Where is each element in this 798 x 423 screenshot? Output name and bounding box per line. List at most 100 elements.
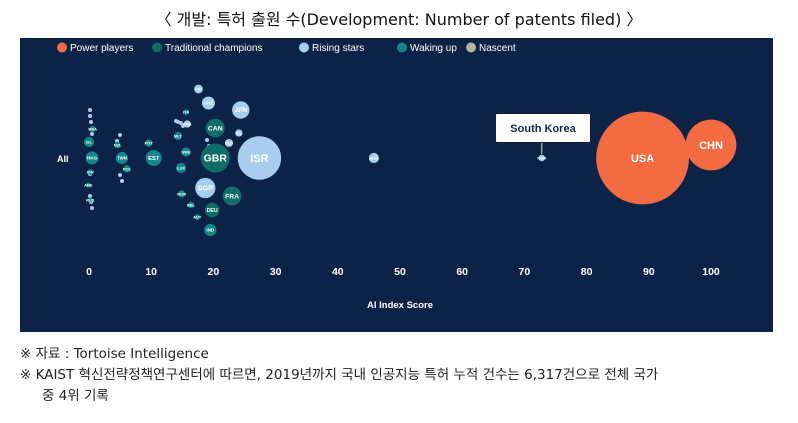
minor-country-dot <box>88 108 92 112</box>
bubble-pol[interactable] <box>123 165 131 173</box>
bubble-can[interactable] <box>205 118 225 138</box>
bubble-ind[interactable] <box>204 223 217 237</box>
bubble-usa[interactable] <box>596 111 689 205</box>
bubble-dnk[interactable] <box>183 120 191 128</box>
bubble-nld[interactable] <box>224 138 234 148</box>
bubble-label: NZL <box>114 142 122 147</box>
minor-country-dot <box>118 133 122 137</box>
bubble-label: NLD <box>225 140 233 145</box>
minor-country-dot <box>89 120 93 124</box>
bubble-nzl[interactable] <box>114 141 121 149</box>
legend-label: Traditional champions <box>165 43 262 54</box>
bubble-bra[interactable] <box>89 125 96 133</box>
bubble-gbr[interactable] <box>200 143 230 173</box>
bubble-che[interactable] <box>201 96 215 110</box>
bubble-swe[interactable] <box>181 147 191 157</box>
bubble-label: ISR <box>250 153 268 165</box>
bubble-bel[interactable] <box>187 201 195 209</box>
x-tick-label: 40 <box>332 266 344 278</box>
callout-south-korea: South Korea <box>496 114 590 154</box>
bubble-ita[interactable] <box>183 109 189 115</box>
minor-country-dot <box>205 138 209 142</box>
x-tick-label: 100 <box>702 266 720 278</box>
bubble-mlt[interactable] <box>173 131 183 141</box>
minor-country-dot <box>90 132 94 136</box>
chart-legend: Power players Traditional champions Rising… <box>57 42 516 54</box>
bubble-pot[interactable] <box>145 139 153 147</box>
x-axis-ticks: 0 10 20 30 40 50 60 70 80 90 100 <box>86 266 720 278</box>
bubble-fin[interactable] <box>194 84 203 94</box>
callout-text: South Korea <box>510 123 576 135</box>
minor-country-dot <box>179 121 183 125</box>
legend-marker-traditional-champions <box>152 42 162 53</box>
decorative-dots <box>88 108 211 210</box>
bubble-label: KOR <box>537 155 546 160</box>
bubble-deu[interactable] <box>204 202 220 218</box>
bubble-label: RUS <box>86 197 95 202</box>
bubble-label: IDN <box>87 169 94 174</box>
bubble-label: TWN <box>117 156 127 161</box>
bubble-label: GBR <box>204 154 228 165</box>
bubble-sgp[interactable] <box>195 177 216 199</box>
x-tick-label: 60 <box>456 266 468 278</box>
x-tick-label: 80 <box>581 266 593 278</box>
bubble-isr[interactable] <box>237 136 282 180</box>
kaist-note-continued: 중 4위 기록 <box>42 388 109 404</box>
bubble-jpn[interactable] <box>232 101 250 119</box>
page-title: 〈 개발: 특허 출원 수(Development: Number of pat… <box>155 10 643 29</box>
bubble-fra[interactable] <box>222 186 242 206</box>
bubble-label: USA <box>631 153 654 165</box>
bubble-idn[interactable] <box>87 169 94 175</box>
bubble-rus[interactable] <box>87 197 93 203</box>
bubble-label: AUT <box>193 214 202 219</box>
bubble-label: LUX <box>177 165 185 170</box>
bubble-label: NOR <box>177 191 186 196</box>
bubble-lux[interactable] <box>175 162 187 174</box>
bubble-label: FIN <box>195 86 202 91</box>
bubble-label: SGP <box>198 184 214 193</box>
bubble-aus[interactable] <box>368 152 379 164</box>
bubble-chn[interactable] <box>685 119 737 171</box>
bubble-label: POL <box>123 166 132 171</box>
bubble-label: POT <box>145 140 154 145</box>
bubble-nor[interactable] <box>178 190 186 198</box>
bubble-label: CHE <box>203 101 213 106</box>
legend-marker-power-players <box>57 42 67 53</box>
bubble-chart: Power players Traditional champions Rising… <box>20 38 773 332</box>
bubble-aut[interactable] <box>194 214 201 220</box>
chart-svg: Power players Traditional champions Rising… <box>57 42 737 311</box>
x-tick-label: 50 <box>394 266 406 278</box>
bubble-kor[interactable] <box>538 154 546 162</box>
bubble-label: ITA <box>183 109 189 114</box>
bubble-label: BRA <box>88 126 97 131</box>
minor-country-dot <box>88 114 92 118</box>
legend-label: Rising stars <box>312 43 364 54</box>
bubble-label: FRA <box>225 193 239 200</box>
bubble-label: CAN <box>208 125 223 132</box>
minor-country-dot <box>88 194 92 198</box>
legend-label: Nascent <box>479 43 516 54</box>
bubble-twn[interactable] <box>115 151 129 165</box>
x-tick-label: 0 <box>86 266 92 278</box>
bubble-label: CHN <box>699 140 723 152</box>
x-tick-label: 10 <box>145 266 157 278</box>
x-tick-label: 20 <box>208 266 220 278</box>
bubble-are[interactable] <box>85 182 91 188</box>
bubble-label: BEL <box>187 202 196 207</box>
bubble-label: ARE <box>84 182 93 187</box>
minor-country-dot <box>120 179 124 183</box>
bubble-label: HKG <box>87 156 98 161</box>
bubble-irl[interactable] <box>235 129 243 137</box>
x-tick-label: 70 <box>519 266 531 278</box>
bubble-label: JPN <box>235 107 248 114</box>
bubble-label: DNK <box>183 121 192 126</box>
legend-label: Waking up <box>410 43 457 54</box>
minor-country-dot <box>118 173 122 177</box>
kaist-note: ※ KAIST 혁신전략정책연구센터에 따르면, 2019년까지 국내 인공지능… <box>20 367 659 383</box>
bubble-est[interactable] <box>145 150 162 166</box>
bubble-hkg[interactable] <box>85 151 99 165</box>
bubble-label: SWE <box>181 149 190 154</box>
x-tick-label: 90 <box>643 266 655 278</box>
bubble-isl[interactable] <box>83 136 95 148</box>
